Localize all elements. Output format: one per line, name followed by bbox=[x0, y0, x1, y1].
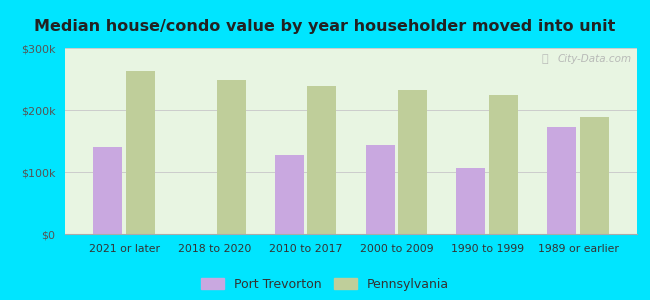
Bar bbox=[547, 128, 576, 234]
Bar bbox=[307, 86, 337, 234]
Bar bbox=[489, 94, 518, 234]
Legend: Port Trevorton, Pennsylvania: Port Trevorton, Pennsylvania bbox=[202, 278, 448, 291]
Bar bbox=[126, 71, 155, 234]
Bar bbox=[365, 145, 395, 234]
Bar bbox=[275, 154, 304, 234]
Bar bbox=[456, 168, 486, 234]
Text: Median house/condo value by year householder moved into unit: Median house/condo value by year househo… bbox=[34, 20, 616, 34]
Bar bbox=[93, 147, 122, 234]
Bar bbox=[580, 117, 609, 234]
Bar bbox=[216, 80, 246, 234]
Text: ⓘ: ⓘ bbox=[541, 54, 549, 64]
Text: City-Data.com: City-Data.com bbox=[557, 54, 631, 64]
Bar bbox=[398, 90, 427, 234]
